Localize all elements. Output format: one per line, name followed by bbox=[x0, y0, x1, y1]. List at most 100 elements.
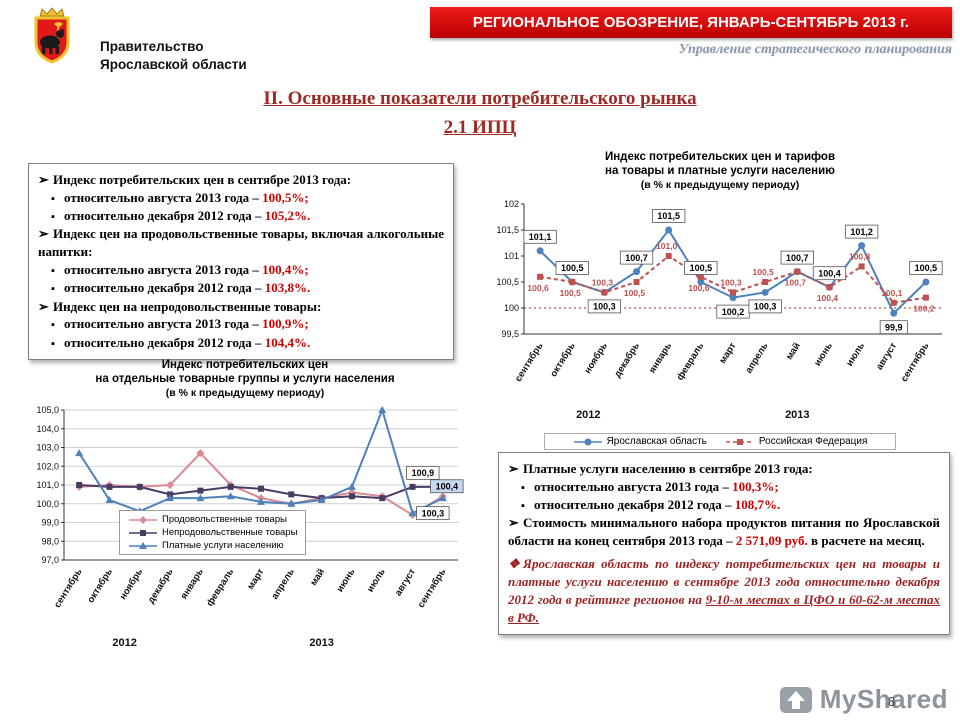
svg-text:сентябрь: сентябрь bbox=[52, 567, 85, 610]
svg-text:октябрь: октябрь bbox=[85, 567, 115, 605]
svg-text:декабрь: декабрь bbox=[612, 341, 642, 380]
page-number: 8 bbox=[888, 694, 896, 709]
text-item: ▪ относительно августа 2013 года – 100,5%… bbox=[38, 189, 444, 207]
bullet-icon: ▪ bbox=[51, 337, 55, 350]
chart1-legend: Ярославская область Российская Федерация bbox=[544, 433, 896, 450]
bullet-icon: ▪ bbox=[51, 283, 55, 296]
text-item: ▪ относительно декабря 2012 года – 108,7%… bbox=[508, 496, 940, 514]
svg-text:100,6: 100,6 bbox=[688, 283, 710, 293]
svg-text:100,4: 100,4 bbox=[436, 481, 459, 491]
services-summary-box: ➢ Платные услуги населению в сентябре 201… bbox=[498, 452, 950, 635]
svg-text:101,2: 101,2 bbox=[850, 227, 873, 237]
chart2-title: Индекс потребительских цен на отдельные … bbox=[95, 359, 395, 399]
svg-text:104,0: 104,0 bbox=[36, 424, 59, 434]
svg-text:январь: январь bbox=[179, 567, 206, 602]
highlighted-value: 103,8%. bbox=[264, 280, 311, 296]
bullet-icon: ▪ bbox=[51, 265, 55, 278]
highlighted-value: 100,5%; bbox=[262, 189, 309, 205]
svg-text:105,0: 105,0 bbox=[36, 405, 59, 415]
svg-text:100,1: 100,1 bbox=[881, 288, 903, 298]
svg-text:100,3: 100,3 bbox=[754, 302, 777, 312]
svg-text:99,9: 99,9 bbox=[885, 322, 903, 332]
bullet-icon: ➢ bbox=[38, 172, 49, 187]
svg-text:100: 100 bbox=[504, 303, 519, 313]
text-item: ▪ относительно декабря 2012 года – 103,8%… bbox=[38, 279, 444, 297]
myshared-logo-icon bbox=[779, 686, 812, 713]
svg-text:98,0: 98,0 bbox=[41, 536, 59, 546]
svg-text:2012: 2012 bbox=[112, 637, 136, 649]
svg-text:октябрь: октябрь bbox=[548, 341, 578, 379]
legend-item: Российская Федерация bbox=[725, 436, 867, 447]
svg-text:101,0: 101,0 bbox=[36, 480, 59, 490]
bullet-icon: ➢ bbox=[508, 461, 519, 476]
legend-item: Ярославская область bbox=[573, 436, 707, 447]
svg-text:100,5: 100,5 bbox=[690, 263, 713, 273]
svg-text:99,0: 99,0 bbox=[41, 518, 59, 528]
highlighted-value: 108,7%. bbox=[734, 497, 781, 513]
svg-text:100,0: 100,0 bbox=[36, 499, 59, 509]
svg-text:сентябрь: сентябрь bbox=[899, 341, 932, 384]
svg-text:май: май bbox=[784, 341, 803, 362]
bullet-icon: ➢ bbox=[38, 298, 49, 314]
svg-text:100,4: 100,4 bbox=[818, 268, 841, 278]
yaroslavl-coat-of-arms-icon bbox=[34, 7, 70, 64]
svg-text:100,7: 100,7 bbox=[785, 278, 807, 288]
text-item: ▪ относительно декабря 2012 года – 104,4%… bbox=[38, 334, 444, 352]
svg-text:100,5: 100,5 bbox=[915, 263, 938, 273]
svg-text:100,9: 100,9 bbox=[412, 468, 435, 478]
org-line1: Правительство bbox=[100, 39, 204, 54]
svg-text:101,1: 101,1 bbox=[529, 232, 552, 242]
highlighted-value: 100,9%; bbox=[262, 316, 309, 332]
organization-name: Правительство Ярославской области bbox=[100, 38, 247, 73]
svg-text:100,8: 100,8 bbox=[849, 251, 871, 261]
bullet-icon: ❖ bbox=[508, 556, 520, 572]
svg-text:100,6: 100,6 bbox=[527, 283, 549, 293]
department-subtitle: Управление стратегического планирования bbox=[678, 42, 952, 57]
product-groups-chart: Индекс потребительских цен на отдельные … bbox=[24, 358, 466, 659]
svg-text:июль: июль bbox=[844, 341, 867, 369]
org-line2: Ярославской области bbox=[100, 56, 247, 72]
text-item: ▪ относительно августа 2013 года – 100,4%… bbox=[38, 261, 444, 279]
cpi-summary-box: ➢ Индекс потребительских цен в сентябре 2… bbox=[28, 163, 454, 360]
svg-text:август: август bbox=[393, 566, 418, 598]
slide-title-line1: II. Основные показатели потребительского… bbox=[263, 88, 697, 109]
svg-text:2013: 2013 bbox=[309, 637, 333, 649]
svg-text:100,7: 100,7 bbox=[786, 253, 809, 263]
bullet-icon: ➢ bbox=[38, 226, 49, 242]
svg-text:2012: 2012 bbox=[576, 409, 600, 421]
svg-text:сентябрь: сентябрь bbox=[416, 567, 449, 610]
chart2-legend: Продовольственные товары Непродовольствен… bbox=[119, 510, 307, 555]
svg-text:апрель: апрель bbox=[743, 341, 770, 376]
product-groups-chart-canvas: 97,0 98,0 99,0 100,0 101,0 102,0 103,0 104,0 105… bbox=[36, 405, 464, 649]
bullet-icon: ▪ bbox=[51, 211, 55, 224]
slide-title-line2: 2.1 ИПЦ bbox=[443, 117, 517, 139]
svg-text:100,5: 100,5 bbox=[624, 288, 646, 298]
myshared-watermark-text: MyShared bbox=[819, 684, 948, 714]
svg-text:ноябрь: ноябрь bbox=[118, 567, 146, 602]
text-item: ➢ Стоимость минимального набора продуктов… bbox=[508, 515, 940, 549]
svg-text:январь: январь bbox=[647, 341, 674, 376]
svg-text:март: март bbox=[717, 340, 738, 365]
text-item: ➢ Индекс цен на продовольственные товары,… bbox=[38, 226, 444, 260]
svg-text:100,4: 100,4 bbox=[817, 293, 839, 303]
bullet-icon: ▪ bbox=[51, 192, 55, 205]
svg-text:100,5: 100,5 bbox=[753, 267, 775, 277]
myshared-watermark[interactable]: MyShared bbox=[770, 681, 958, 718]
svg-text:100,2: 100,2 bbox=[913, 304, 935, 314]
chart1-title: Индекс потребительских цен и тарифов на … bbox=[604, 151, 836, 191]
legend-item: Платные услуги населению bbox=[128, 540, 297, 551]
text-item: ❖ Ярославская область по индексу потребит… bbox=[508, 556, 940, 625]
svg-text:декабрь: декабрь bbox=[146, 567, 176, 606]
svg-text:101,0: 101,0 bbox=[656, 241, 678, 251]
svg-text:103,0: 103,0 bbox=[36, 443, 59, 453]
svg-text:100,7: 100,7 bbox=[625, 253, 648, 263]
highlighted-value: 105,2%. bbox=[264, 208, 311, 224]
svg-text:май: май bbox=[308, 567, 327, 588]
svg-text:100,5: 100,5 bbox=[496, 277, 519, 287]
svg-text:февраль: февраль bbox=[205, 567, 237, 609]
svg-text:август: август bbox=[874, 340, 899, 372]
text-item: ➢ Индекс цен на непродовольственные товар… bbox=[38, 298, 322, 314]
svg-text:июль: июль bbox=[365, 567, 388, 595]
highlighted-value: 2 571,09 руб. bbox=[735, 533, 808, 549]
text-item: ➢ Платные услуги населению в сентябре 201… bbox=[508, 461, 813, 476]
